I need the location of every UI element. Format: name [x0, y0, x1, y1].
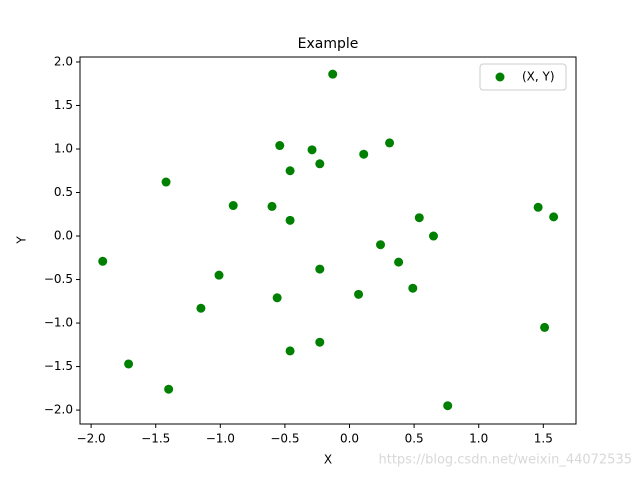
point	[285, 346, 295, 356]
point	[161, 177, 171, 187]
point	[285, 166, 295, 176]
y-axis-label: Y	[15, 236, 29, 245]
y-tick-label: −1.0	[44, 316, 73, 330]
point	[376, 240, 386, 250]
x-tick-label: 1.5	[534, 432, 553, 446]
y-tick-label: −0.5	[44, 272, 73, 286]
point	[549, 212, 559, 222]
watermark: https://blog.csdn.net/weixin_44072535	[378, 453, 632, 468]
legend-marker	[495, 72, 505, 82]
point	[533, 202, 543, 212]
point	[285, 215, 295, 225]
point	[267, 201, 277, 211]
point	[275, 141, 285, 151]
y-tick-label: 2.0	[54, 54, 73, 68]
y-tick-label: 1.5	[54, 98, 73, 112]
point	[124, 359, 134, 369]
point	[540, 322, 550, 332]
point	[359, 149, 369, 159]
point	[315, 337, 325, 347]
plot-frame	[79, 56, 577, 425]
x-tick-label: 0.0	[340, 432, 359, 446]
x-tick-label: −1.0	[206, 432, 235, 446]
y-tick-label: 0.5	[54, 185, 73, 199]
y-tick-label: −2.0	[44, 403, 73, 417]
x-tick-label: 0.5	[405, 432, 424, 446]
x-tick-label: −1.5	[141, 432, 170, 446]
point	[385, 138, 395, 148]
chart-title: Example	[298, 36, 359, 52]
y-tick-label: −1.5	[44, 359, 73, 373]
point	[164, 384, 174, 394]
y-tick-label: 0.0	[54, 229, 73, 243]
point	[328, 69, 338, 79]
point	[408, 283, 418, 293]
point	[307, 145, 317, 155]
point	[315, 264, 325, 274]
point	[428, 231, 438, 241]
legend-box	[479, 63, 567, 91]
y-tick-label: 1.0	[54, 141, 73, 155]
point	[315, 159, 325, 169]
point	[196, 303, 206, 313]
point	[414, 213, 424, 223]
point	[98, 256, 108, 266]
point	[394, 257, 404, 267]
x-axis-label: X	[324, 453, 332, 467]
x-tick-label: −0.5	[270, 432, 299, 446]
point	[354, 289, 364, 299]
x-tick-label: −2.0	[77, 432, 106, 446]
point	[214, 270, 224, 280]
x-tick-label: 1.0	[469, 432, 488, 446]
point	[228, 201, 238, 211]
point	[443, 401, 453, 411]
point	[272, 293, 282, 303]
legend-label: (X, Y)	[522, 70, 555, 84]
